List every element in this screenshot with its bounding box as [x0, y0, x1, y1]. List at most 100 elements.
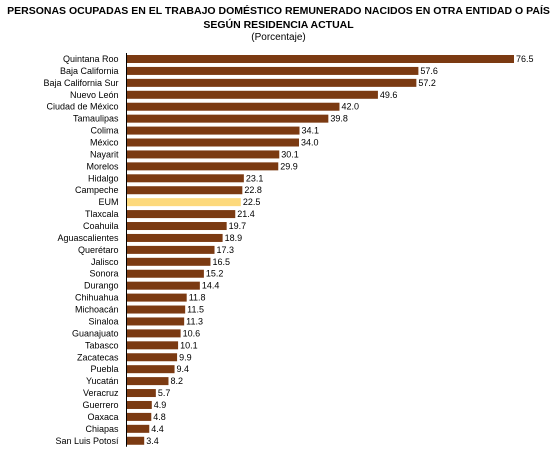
- bar-quintana-roo: [127, 55, 514, 63]
- bar-tlaxcala: [127, 210, 236, 219]
- category-label: EUM: [99, 197, 119, 207]
- bar-hidalgo: [127, 174, 244, 183]
- category-label: Veracruz: [83, 388, 119, 398]
- category-label: Coahuila: [83, 221, 119, 231]
- bar-m-xico: [127, 138, 299, 147]
- value-label: 11.5: [187, 305, 204, 315]
- value-label: 39.8: [330, 114, 348, 124]
- category-label: Tamaulipas: [73, 114, 119, 124]
- bar-campeche: [127, 186, 243, 195]
- bar-chiapas: [127, 424, 150, 433]
- value-label: 10.1: [180, 340, 198, 350]
- value-label: 4.9: [154, 400, 167, 410]
- bar-sonora: [127, 269, 204, 278]
- category-label: Sonora: [89, 269, 118, 279]
- bar-tamaulipas: [127, 114, 329, 123]
- bar-sinaloa: [127, 317, 185, 326]
- value-label: 34.1: [302, 126, 320, 136]
- category-label: Puebla: [90, 364, 118, 374]
- value-label: 57.6: [420, 66, 438, 76]
- value-label: 16.5: [212, 257, 230, 267]
- value-label: 4.8: [153, 412, 166, 422]
- value-label: 11.8: [189, 293, 206, 303]
- category-label: Tlaxcala: [85, 209, 119, 219]
- value-label: 18.9: [225, 233, 243, 243]
- bar-ciudad-de-m-xico: [127, 102, 340, 111]
- category-label: Nayarit: [90, 149, 119, 159]
- value-label: 22.8: [244, 185, 262, 195]
- value-label: 11.3: [186, 316, 203, 326]
- category-label: San Luis Potosí: [55, 436, 119, 446]
- category-label: Campeche: [75, 185, 119, 195]
- category-label: Morelos: [86, 161, 119, 171]
- value-label: 23.1: [246, 173, 264, 183]
- category-label: Quintana Roo: [63, 54, 119, 64]
- value-label: 76.5: [516, 54, 534, 64]
- value-label: 19.7: [229, 221, 247, 231]
- value-label: 49.6: [380, 90, 398, 100]
- value-label: 29.9: [280, 161, 298, 171]
- value-label: 3.4: [146, 436, 159, 446]
- category-label: Yucatán: [86, 376, 119, 386]
- category-label: Tabasco: [85, 340, 119, 350]
- category-label: Oaxaca: [87, 412, 118, 422]
- bar-guerrero: [127, 400, 152, 409]
- category-label: México: [90, 138, 119, 148]
- category-label: Guanajuato: [72, 328, 119, 338]
- bar-nayarit: [127, 150, 280, 159]
- category-label: Durango: [84, 281, 119, 291]
- category-label: Colima: [90, 126, 118, 136]
- category-label: Ciudad de México: [46, 102, 118, 112]
- bar-zacatecas: [127, 353, 178, 362]
- bar-chihuahua: [127, 293, 187, 302]
- value-label: 9.4: [177, 364, 190, 374]
- value-label: 4.4: [151, 424, 164, 434]
- value-label: 5.7: [158, 388, 171, 398]
- bar-baja-california: [127, 66, 419, 75]
- bar-coahuila: [127, 222, 227, 231]
- bars-group: [127, 55, 514, 445]
- bar-eum: [127, 198, 241, 207]
- category-label: Nuevo León: [70, 90, 119, 100]
- category-label: Baja California Sur: [43, 78, 118, 88]
- value-label: 57.2: [418, 78, 436, 88]
- category-label: Jalisco: [91, 257, 119, 267]
- category-label: Michoacán: [75, 305, 119, 315]
- category-label: Sinaloa: [88, 316, 118, 326]
- value-label: 8.2: [170, 376, 183, 386]
- category-label: Chiapas: [85, 424, 119, 434]
- bar-colima: [127, 126, 300, 135]
- bar-quer-taro: [127, 245, 215, 254]
- chart-title-line2: SEGÚN RESIDENCIA ACTUAL: [203, 19, 354, 31]
- value-label: 15.2: [206, 269, 224, 279]
- bar-veracruz: [127, 389, 156, 398]
- value-labels-group: 76.5 57.6 57.2 49.6 42.0 39.8 34.1 34.030.1 29.9…: [146, 54, 533, 446]
- value-label: 9.9: [179, 352, 192, 362]
- value-label: 42.0: [341, 102, 359, 112]
- category-label: Chihuahua: [75, 293, 119, 303]
- bar-jalisco: [127, 257, 211, 266]
- bar-yucat-n: [127, 377, 169, 386]
- bar-tabasco: [127, 341, 179, 350]
- bar-puebla: [127, 365, 175, 374]
- bar-aguascalientes: [127, 233, 223, 242]
- chart-subtitle: (Porcentaje): [251, 32, 306, 43]
- value-label: 21.4: [237, 209, 255, 219]
- bar-baja-california-sur: [127, 78, 417, 87]
- category-label: Hidalgo: [88, 173, 119, 183]
- bar-nuevo-le-n: [127, 90, 378, 99]
- value-label: 34.0: [301, 138, 319, 148]
- category-labels-group: Quintana Roo Baja California Baja Californ…: [43, 54, 119, 446]
- value-label: 22.5: [243, 197, 261, 207]
- value-label: 10.6: [183, 328, 201, 338]
- bar-durango: [127, 281, 200, 290]
- bar-michoac-n: [127, 305, 186, 314]
- value-label: 30.1: [281, 149, 299, 159]
- category-label: Aguascalientes: [57, 233, 119, 243]
- category-label: Zacatecas: [77, 352, 119, 362]
- bar-guanajuato: [127, 329, 181, 338]
- value-label: 14.4: [202, 281, 220, 291]
- value-label: 17.3: [217, 245, 235, 255]
- bar-morelos: [127, 162, 279, 171]
